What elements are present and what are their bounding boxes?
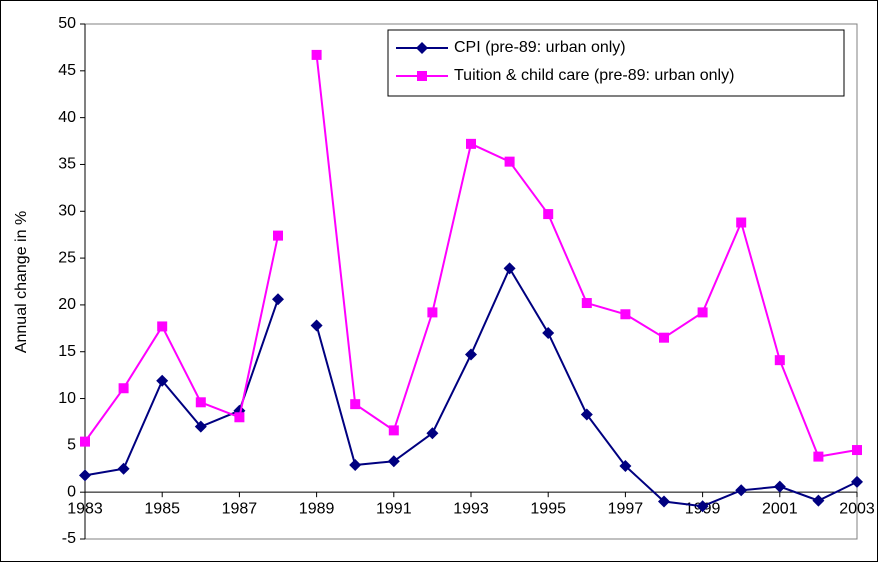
diamond-marker: [387, 455, 400, 468]
y-tick-label: 30: [58, 202, 76, 219]
y-tick-label: 10: [58, 390, 76, 407]
diamond-marker: [117, 462, 130, 475]
x-tick-label: 2003: [839, 500, 875, 517]
x-tick-label: 1993: [453, 500, 489, 517]
square-marker: [466, 138, 476, 149]
square-marker: [234, 412, 245, 423]
square-marker: [195, 397, 206, 408]
square-marker: [388, 425, 399, 436]
legend-marker: [416, 42, 428, 54]
y-tick-label: 15: [58, 343, 76, 360]
diamond-marker: [580, 408, 593, 421]
square-marker: [157, 321, 168, 332]
x-tick-label: 2001: [762, 500, 798, 517]
square-marker: [736, 217, 747, 228]
x-tick-label: 1983: [67, 500, 103, 517]
diamond-marker: [156, 374, 169, 387]
square-marker: [852, 445, 862, 456]
y-tick-label: 5: [67, 437, 76, 454]
square-marker: [659, 332, 669, 343]
legend-label: CPI (pre-89: urban only): [454, 39, 626, 56]
square-marker: [697, 307, 708, 318]
square-marker: [813, 451, 824, 462]
y-tick-label: 50: [58, 15, 76, 32]
y-tick-label: 45: [58, 62, 76, 79]
square-marker: [273, 230, 283, 241]
diamond-marker: [79, 469, 91, 482]
square-marker: [80, 436, 90, 447]
diamond-marker: [194, 420, 207, 433]
x-tick-label: 1991: [376, 500, 412, 517]
square-marker: [427, 307, 438, 318]
diamond-marker: [542, 327, 555, 339]
diamond-marker: [349, 459, 362, 472]
diamond-marker: [503, 262, 516, 275]
x-tick-label: 1995: [530, 500, 566, 517]
y-tick-label: 35: [58, 156, 76, 173]
diamond-marker: [658, 495, 670, 508]
square-marker: [118, 383, 129, 394]
diamond-marker: [310, 319, 323, 332]
x-tick-label: 1989: [299, 500, 335, 517]
x-tick-label: 1997: [608, 500, 644, 517]
square-marker: [311, 49, 322, 60]
diamond-marker: [619, 459, 632, 472]
square-marker: [504, 156, 515, 167]
diamond-marker: [773, 480, 786, 493]
y-axis-label: Annual change in %: [13, 211, 30, 353]
y-tick-label: 20: [58, 296, 76, 313]
y-tick-label: 25: [58, 249, 76, 266]
y-tick-label: 40: [58, 109, 76, 126]
diamond-marker: [851, 475, 863, 488]
diamond-marker: [735, 484, 748, 497]
square-marker: [543, 209, 554, 220]
square-marker: [620, 309, 631, 320]
legend-box: [387, 29, 845, 97]
diamond-marker: [465, 348, 477, 361]
x-tick-label: 1985: [144, 500, 180, 517]
square-marker: [581, 298, 592, 309]
legend-marker: [417, 71, 427, 81]
diamond-marker: [272, 293, 284, 306]
x-tick-label: 1987: [222, 500, 258, 517]
diamond-marker: [812, 494, 825, 507]
square-marker: [350, 399, 361, 410]
legend-label: Tuition & child care (pre-89: urban only…: [454, 67, 734, 84]
square-marker: [774, 355, 785, 366]
diamond-marker: [696, 500, 709, 513]
y-tick-label: -5: [62, 530, 76, 547]
diamond-marker: [426, 427, 439, 440]
y-tick-label: 0: [67, 483, 76, 500]
